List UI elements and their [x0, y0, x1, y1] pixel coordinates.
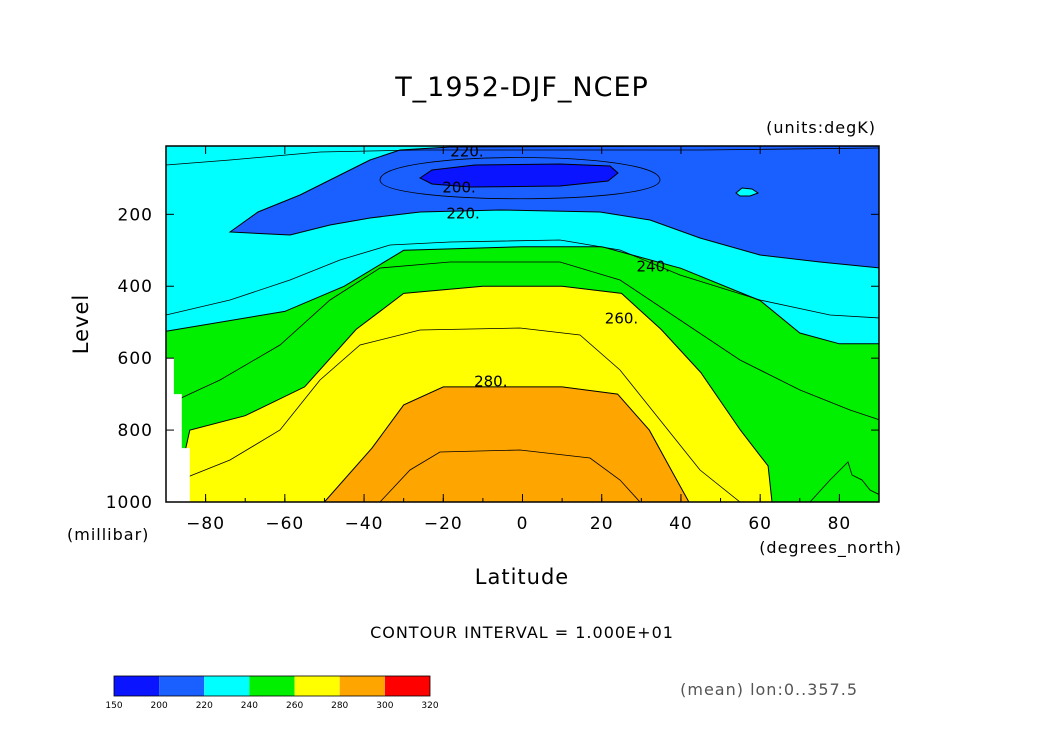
- band-220-240-island: [735, 187, 760, 197]
- colorbar-tick-label: 150: [105, 701, 122, 711]
- y-tick-label: 400: [118, 277, 153, 297]
- colorbar-tick-label: 200: [151, 701, 168, 711]
- x-tick-label: 0: [517, 514, 529, 534]
- contour-label: 220.: [450, 142, 483, 160]
- x-tick-label: 80: [828, 514, 852, 534]
- band-150-200: [419, 163, 619, 188]
- x-tick-label: −20: [424, 514, 463, 534]
- x-tick-label: 20: [590, 514, 614, 534]
- contour-interval-text: CONTOUR INTERVAL = 1.000E+01: [370, 623, 674, 642]
- colorbar-swatch: [294, 676, 340, 696]
- y-units-label: (millibar): [67, 525, 149, 544]
- y-axis: 200 400 600 800 1000: [106, 205, 879, 513]
- units-label: (units:degK): [766, 118, 876, 137]
- colorbar-tick-label: 220: [196, 701, 213, 711]
- contour-label: 280.: [474, 373, 507, 391]
- colorbar-tick-label: 320: [421, 701, 438, 711]
- colorbar-swatch: [339, 676, 385, 696]
- contour-label: 220.: [446, 205, 479, 223]
- filled-regions: [166, 246, 879, 502]
- footer-text: (mean) lon:0..357.5: [680, 680, 858, 699]
- region-280-300: [323, 386, 690, 502]
- colorbar: 150 200 220 240 260 280 300 320: [105, 675, 439, 711]
- colorbar-tick-label: 260: [286, 701, 303, 711]
- y-tick-label: 200: [118, 205, 153, 225]
- contour-lines: [166, 147, 879, 502]
- colorbar-swatch: [384, 676, 430, 696]
- x-tick-label: −60: [265, 514, 304, 534]
- colorbar-swatch: [114, 676, 160, 696]
- y-tick-label: 800: [118, 421, 153, 441]
- colorbar-swatch: [249, 676, 295, 696]
- x-tick-label: 40: [669, 514, 693, 534]
- y-tick-label: 1000: [106, 493, 153, 513]
- chart-title: T_1952-DJF_NCEP: [394, 72, 649, 103]
- contour-label: 260.: [605, 310, 638, 328]
- x-tick-label: −80: [186, 514, 225, 534]
- contour-label: 200.: [442, 178, 475, 196]
- contour-label: 240.: [636, 258, 669, 276]
- colorbar-tick-label: 240: [241, 701, 258, 711]
- colorbar-swatch: [159, 676, 205, 696]
- x-axis: −80 −60 −40 −20 0 20 40 60 80: [165, 146, 880, 534]
- band-200-220: [228, 146, 879, 269]
- plot-area: [166, 146, 879, 502]
- x-units-label: (degrees_north): [759, 538, 902, 558]
- colorbar-tick-label: 280: [331, 701, 348, 711]
- missing-region: [166, 358, 190, 502]
- contour-labels: 220. 200. 220. 240. 260. 280.: [442, 142, 670, 390]
- y-tick-label: 600: [118, 349, 153, 369]
- colorbar-tick-label: 300: [376, 701, 393, 711]
- y-axis-label: Level: [69, 294, 93, 354]
- x-tick-label: 60: [748, 514, 772, 534]
- missing-data: [166, 358, 190, 502]
- x-tick-label: −40: [345, 514, 384, 534]
- x-axis-label: Latitude: [475, 565, 569, 589]
- colorbar-swatch: [204, 676, 250, 696]
- colorbar-frame: [113, 675, 431, 697]
